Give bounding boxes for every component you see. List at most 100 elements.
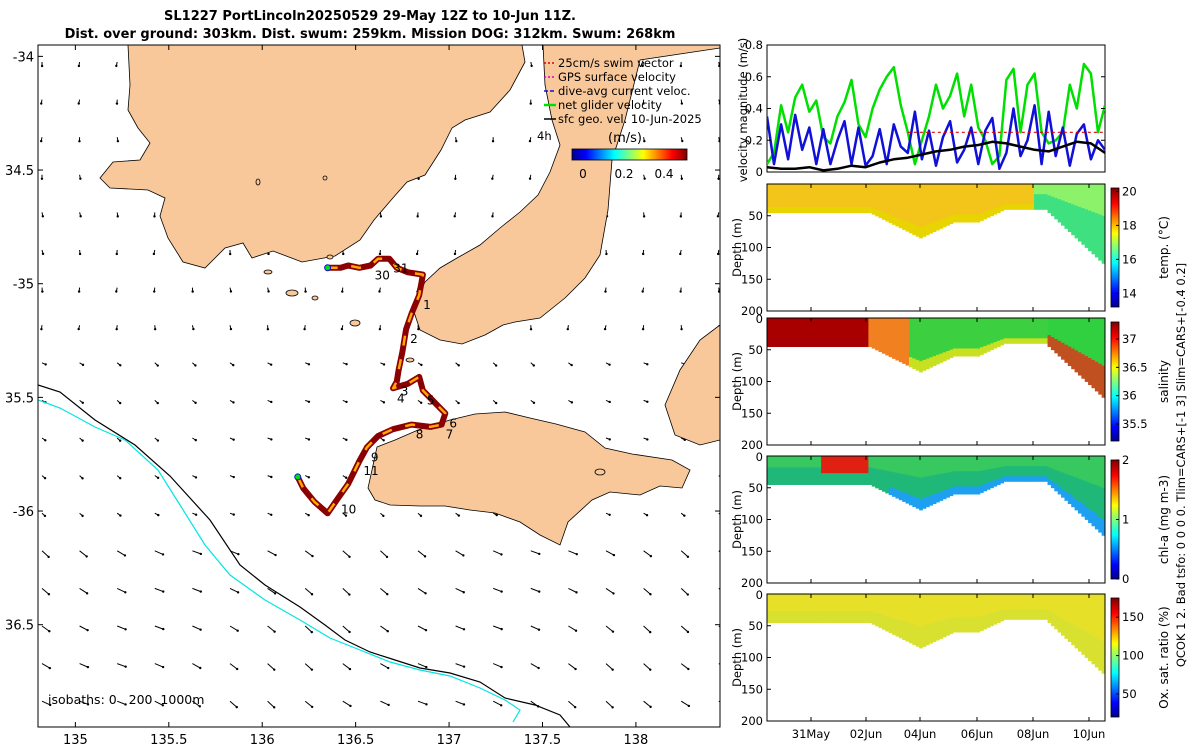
velocity-arrow-head bbox=[153, 327, 157, 331]
velocity-arrow-head bbox=[310, 668, 314, 671]
section-cell bbox=[794, 340, 798, 347]
velocity-arrow-head bbox=[43, 514, 47, 518]
velocity-arrow bbox=[41, 550, 49, 558]
section-cell bbox=[767, 611, 771, 618]
section-cell bbox=[817, 195, 822, 202]
section-cell bbox=[885, 463, 890, 472]
section-cell bbox=[1101, 471, 1106, 489]
velocity-arrow-head bbox=[608, 513, 611, 516]
section-cell bbox=[976, 601, 981, 610]
section-cell bbox=[827, 335, 832, 342]
section-cell bbox=[1000, 461, 1004, 468]
velocity-arrow-head bbox=[454, 177, 457, 180]
velocity-arrow-head bbox=[611, 630, 615, 633]
section-cell bbox=[817, 318, 822, 325]
section-cell bbox=[963, 199, 967, 208]
section-cell bbox=[973, 616, 977, 625]
section-cell bbox=[1091, 225, 1096, 241]
section-cell bbox=[1081, 342, 1086, 355]
land-kangaroo-island bbox=[367, 411, 691, 546]
section-cell bbox=[1023, 184, 1028, 190]
section-cell bbox=[821, 201, 825, 208]
section-cell bbox=[797, 335, 802, 342]
section-cell bbox=[878, 331, 883, 339]
section-cell bbox=[1067, 465, 1072, 476]
section-ytick-label: 150 bbox=[741, 406, 763, 420]
section-cell bbox=[1054, 483, 1059, 492]
section-cell bbox=[881, 601, 886, 609]
section-cell bbox=[892, 594, 896, 603]
velocity-arrow bbox=[606, 739, 613, 745]
velocity-arrow-head bbox=[270, 513, 273, 516]
section-cell bbox=[804, 323, 808, 330]
velocity-arrow-head bbox=[349, 704, 352, 708]
section-cell bbox=[973, 601, 977, 610]
section-cell bbox=[986, 607, 991, 615]
velocity-arrow-head bbox=[649, 554, 653, 558]
velocity-arrow bbox=[267, 663, 275, 671]
section-cell bbox=[1081, 642, 1086, 655]
day-label: 5 bbox=[427, 394, 435, 408]
velocity-arrow-head bbox=[81, 401, 84, 405]
section-cell bbox=[912, 204, 917, 215]
section-cell bbox=[979, 213, 984, 221]
section-cell bbox=[956, 609, 961, 618]
section-cell bbox=[983, 338, 988, 347]
section-cell bbox=[1061, 318, 1065, 327]
section-cell bbox=[1064, 184, 1069, 194]
section-cell bbox=[854, 599, 859, 606]
section-cell bbox=[925, 318, 930, 329]
section-cell bbox=[770, 184, 775, 191]
section-cell bbox=[800, 329, 805, 336]
section-cell bbox=[939, 201, 944, 212]
section-cell bbox=[1034, 471, 1038, 477]
section-cell bbox=[986, 210, 991, 218]
section-cell bbox=[939, 184, 944, 194]
velocity-arrow bbox=[417, 550, 426, 557]
section-cell bbox=[837, 206, 842, 213]
section-cell bbox=[966, 456, 971, 465]
section-cell bbox=[993, 606, 998, 613]
section-cell bbox=[1003, 204, 1008, 210]
section-cell bbox=[1037, 184, 1042, 190]
section-cell bbox=[827, 599, 832, 606]
section-cell bbox=[868, 195, 873, 202]
section-cell bbox=[1050, 481, 1055, 489]
section-ytick-label: 200 bbox=[741, 304, 763, 318]
velocity-arrow-head bbox=[688, 742, 690, 744]
day-label: 1 bbox=[423, 298, 431, 312]
section-cell bbox=[1010, 323, 1015, 329]
section-cell bbox=[1017, 194, 1021, 200]
section-cell bbox=[821, 616, 825, 623]
section-cell bbox=[861, 473, 866, 480]
section-cell bbox=[837, 611, 842, 618]
section-cell bbox=[942, 209, 947, 219]
section-cell bbox=[1010, 333, 1015, 339]
velocity-arrow-head bbox=[388, 741, 390, 743]
section-cell bbox=[1098, 609, 1103, 625]
section-cell bbox=[854, 201, 859, 208]
velocity-arrow bbox=[643, 625, 651, 633]
section-cell bbox=[821, 599, 825, 606]
section-cell bbox=[936, 456, 940, 466]
section-cell bbox=[936, 474, 940, 485]
section-ytick-label: 200 bbox=[741, 576, 763, 590]
section-cell bbox=[871, 208, 876, 215]
section-cell bbox=[1091, 318, 1096, 333]
section-cell bbox=[1010, 184, 1015, 190]
section-cell bbox=[844, 206, 849, 213]
section-cell bbox=[1064, 629, 1069, 639]
section-cell bbox=[1037, 604, 1042, 610]
section-cell bbox=[898, 602, 903, 612]
section-cell bbox=[936, 202, 940, 213]
section-cell bbox=[959, 318, 964, 327]
section-cell bbox=[871, 342, 876, 349]
section-cell bbox=[1094, 198, 1099, 214]
section-cell bbox=[966, 184, 971, 193]
section-cell bbox=[1006, 614, 1011, 620]
section-cell bbox=[1071, 194, 1075, 205]
section-cell bbox=[854, 467, 859, 474]
